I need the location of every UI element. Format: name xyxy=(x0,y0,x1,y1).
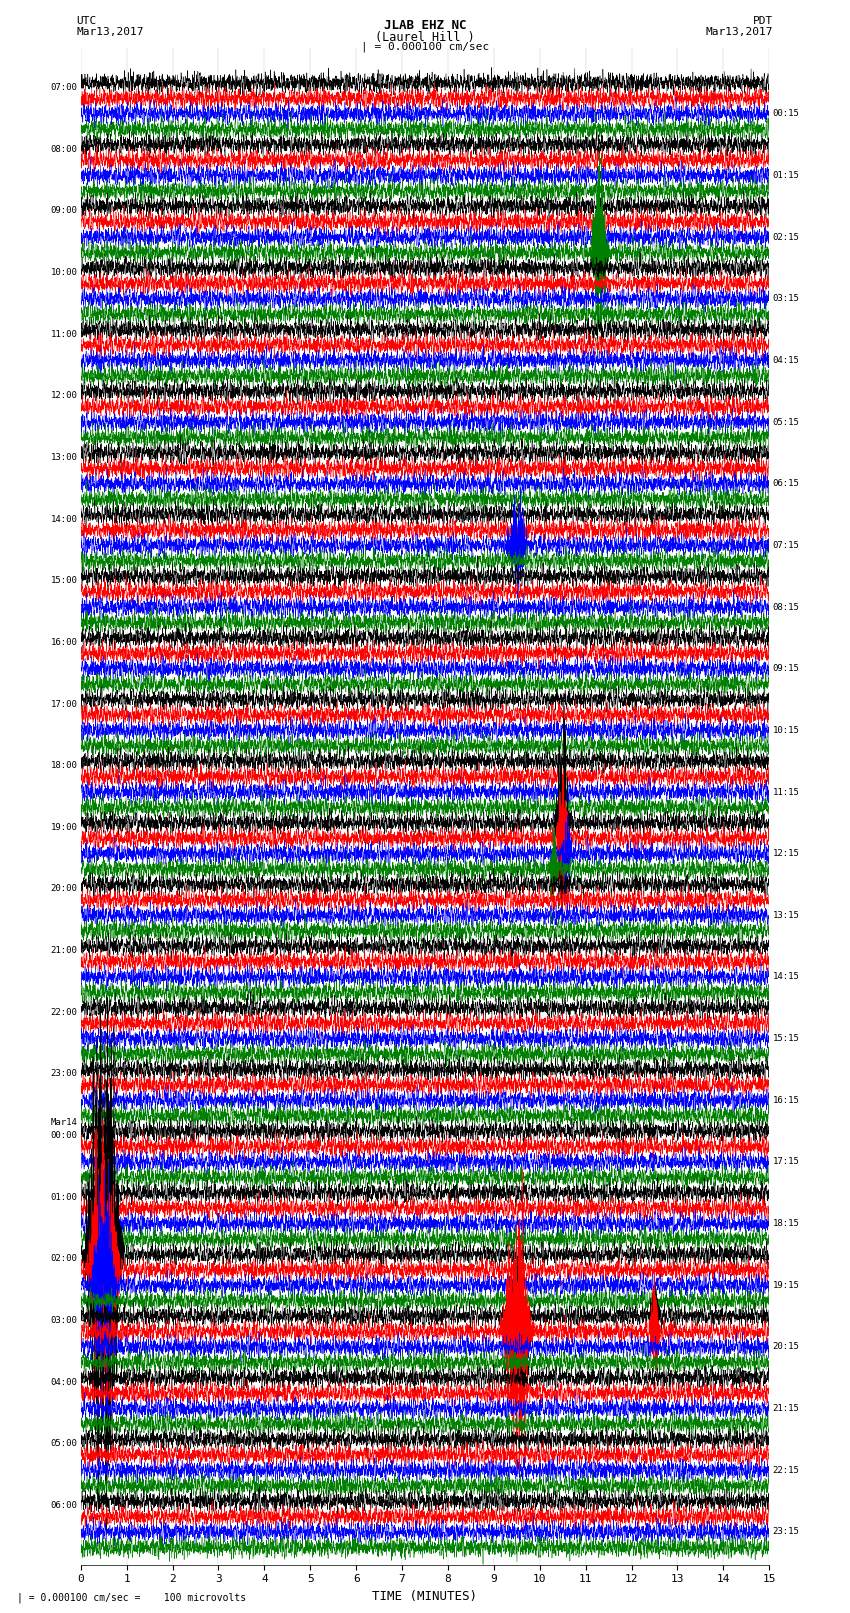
Text: 23:15: 23:15 xyxy=(773,1528,800,1537)
Text: 20:00: 20:00 xyxy=(50,884,77,894)
Text: 00:15: 00:15 xyxy=(773,110,800,118)
Text: 22:15: 22:15 xyxy=(773,1466,800,1474)
Text: 18:15: 18:15 xyxy=(773,1219,800,1227)
Text: 04:00: 04:00 xyxy=(50,1378,77,1387)
Text: 17:00: 17:00 xyxy=(50,700,77,708)
Text: 01:15: 01:15 xyxy=(773,171,800,181)
Text: 15:00: 15:00 xyxy=(50,576,77,586)
Text: 09:15: 09:15 xyxy=(773,665,800,673)
Text: (Laurel Hill ): (Laurel Hill ) xyxy=(375,31,475,44)
Text: 01:00: 01:00 xyxy=(50,1192,77,1202)
Text: Mar14: Mar14 xyxy=(50,1118,77,1126)
Text: UTC: UTC xyxy=(76,16,97,26)
Text: 12:15: 12:15 xyxy=(773,848,800,858)
Text: Mar13,2017: Mar13,2017 xyxy=(706,27,774,37)
Text: 16:00: 16:00 xyxy=(50,637,77,647)
Text: 05:15: 05:15 xyxy=(773,418,800,426)
Text: 13:15: 13:15 xyxy=(773,911,800,919)
Text: 07:15: 07:15 xyxy=(773,540,800,550)
Text: 20:15: 20:15 xyxy=(773,1342,800,1352)
Text: 08:15: 08:15 xyxy=(773,603,800,611)
Text: JLAB EHZ NC: JLAB EHZ NC xyxy=(383,19,467,32)
X-axis label: TIME (MINUTES): TIME (MINUTES) xyxy=(372,1590,478,1603)
Text: 10:00: 10:00 xyxy=(50,268,77,277)
Text: Mar13,2017: Mar13,2017 xyxy=(76,27,144,37)
Text: 16:15: 16:15 xyxy=(773,1095,800,1105)
Text: 19:00: 19:00 xyxy=(50,823,77,832)
Text: 11:15: 11:15 xyxy=(773,787,800,797)
Text: | = 0.000100 cm/sec: | = 0.000100 cm/sec xyxy=(361,42,489,53)
Text: 13:00: 13:00 xyxy=(50,453,77,461)
Text: 10:15: 10:15 xyxy=(773,726,800,736)
Text: 12:00: 12:00 xyxy=(50,392,77,400)
Text: 04:15: 04:15 xyxy=(773,356,800,365)
Text: 03:15: 03:15 xyxy=(773,294,800,303)
Text: 02:00: 02:00 xyxy=(50,1255,77,1263)
Text: 02:15: 02:15 xyxy=(773,232,800,242)
Text: 00:00: 00:00 xyxy=(50,1131,77,1140)
Text: 19:15: 19:15 xyxy=(773,1281,800,1290)
Text: 15:15: 15:15 xyxy=(773,1034,800,1044)
Text: 23:00: 23:00 xyxy=(50,1069,77,1079)
Text: 21:00: 21:00 xyxy=(50,947,77,955)
Text: 03:00: 03:00 xyxy=(50,1316,77,1326)
Text: 17:15: 17:15 xyxy=(773,1158,800,1166)
Text: 22:00: 22:00 xyxy=(50,1008,77,1016)
Text: PDT: PDT xyxy=(753,16,774,26)
Text: 06:15: 06:15 xyxy=(773,479,800,489)
Text: 08:00: 08:00 xyxy=(50,145,77,153)
Text: 11:00: 11:00 xyxy=(50,329,77,339)
Text: 21:15: 21:15 xyxy=(773,1403,800,1413)
Text: 09:00: 09:00 xyxy=(50,206,77,215)
Text: 07:00: 07:00 xyxy=(50,82,77,92)
Text: 05:00: 05:00 xyxy=(50,1439,77,1448)
Text: 18:00: 18:00 xyxy=(50,761,77,769)
Text: 14:00: 14:00 xyxy=(50,515,77,524)
Text: | = 0.000100 cm/sec =    100 microvolts: | = 0.000100 cm/sec = 100 microvolts xyxy=(17,1592,246,1603)
Text: 14:15: 14:15 xyxy=(773,973,800,981)
Text: 06:00: 06:00 xyxy=(50,1502,77,1510)
